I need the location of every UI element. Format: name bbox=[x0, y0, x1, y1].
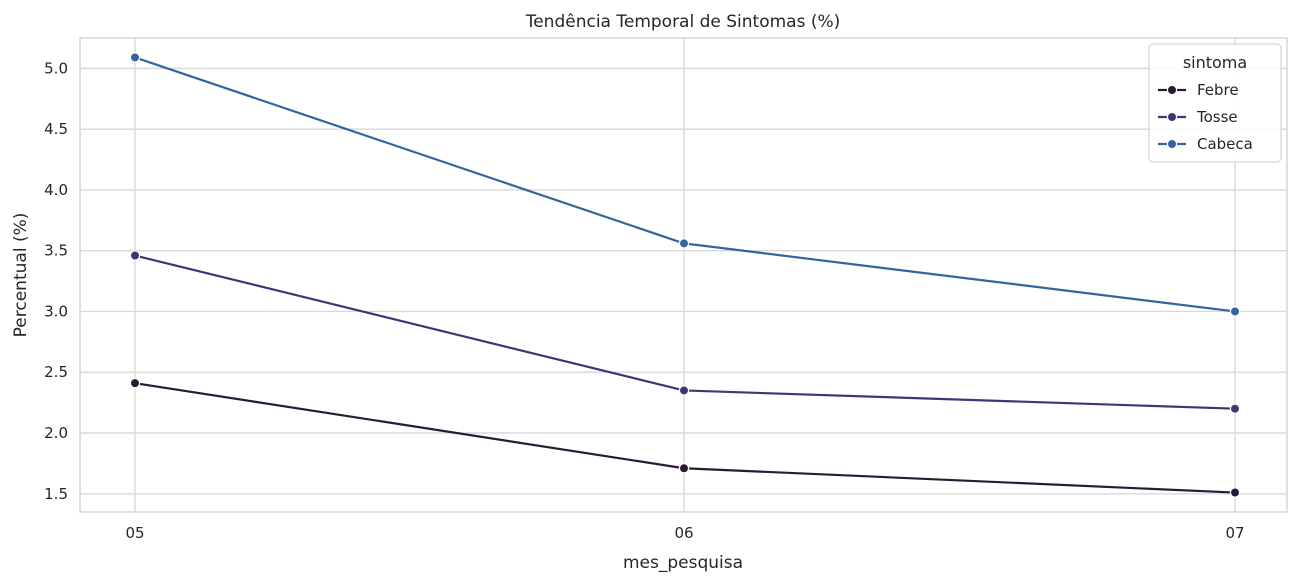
data-point-tosse bbox=[1229, 403, 1241, 414]
data-point-cabeca bbox=[129, 52, 141, 63]
series-febre bbox=[129, 377, 1241, 498]
legend-item-tosse: Tosse bbox=[1158, 108, 1238, 126]
y-tick-label: 2.5 bbox=[44, 363, 68, 381]
y-tick-labels: 1.5 2.0 2.5 3.0 3.5 4.0 4.5 5.0 bbox=[44, 59, 68, 502]
data-point-tosse bbox=[678, 385, 690, 396]
x-tick-label: 07 bbox=[1225, 524, 1244, 542]
x-axis-label: mes_pesquisa bbox=[623, 553, 743, 573]
x-tick-label: 06 bbox=[674, 524, 693, 542]
y-tick-label: 4.0 bbox=[44, 181, 68, 199]
legend-label: Tosse bbox=[1196, 108, 1238, 126]
legend-box bbox=[1148, 43, 1282, 163]
legend-title: sintoma bbox=[1183, 53, 1247, 72]
y-axis-label: Percentual (%) bbox=[11, 213, 31, 338]
legend-marker bbox=[1166, 84, 1178, 96]
data-point-febre bbox=[1229, 487, 1241, 498]
series-cabeca bbox=[129, 52, 1241, 317]
y-tick-label: 2.0 bbox=[44, 424, 68, 442]
legend-marker bbox=[1166, 111, 1178, 123]
y-tick-label: 1.5 bbox=[44, 485, 68, 503]
x-tick-labels: 05 06 07 bbox=[125, 524, 1244, 542]
data-point-tosse bbox=[129, 250, 141, 261]
y-tick-label: 5.0 bbox=[44, 59, 68, 77]
legend-item-cabeca: Cabeca bbox=[1158, 135, 1253, 153]
x-tick-label: 05 bbox=[125, 524, 144, 542]
data-point-cabeca bbox=[678, 238, 690, 249]
grid-lines bbox=[80, 38, 1287, 512]
legend-label: Cabeca bbox=[1197, 135, 1253, 153]
y-tick-label: 4.5 bbox=[44, 120, 68, 138]
data-point-febre bbox=[129, 377, 141, 389]
data-point-febre bbox=[678, 463, 690, 474]
legend-label: Febre bbox=[1197, 81, 1239, 99]
legend-marker bbox=[1166, 138, 1178, 150]
chart-title: Tendência Temporal de Sintomas (%) bbox=[525, 12, 841, 32]
y-tick-label: 3.0 bbox=[44, 302, 68, 320]
data-point-cabeca bbox=[1229, 306, 1241, 317]
y-tick-label: 3.5 bbox=[44, 242, 68, 260]
series-lines bbox=[129, 52, 1241, 498]
legend: sintoma Febre Tosse Cabeca bbox=[1148, 43, 1282, 163]
legend-item-febre: Febre bbox=[1158, 81, 1239, 99]
series-tosse bbox=[129, 250, 1241, 414]
legend-items: Febre Tosse Cabeca bbox=[1158, 81, 1253, 153]
